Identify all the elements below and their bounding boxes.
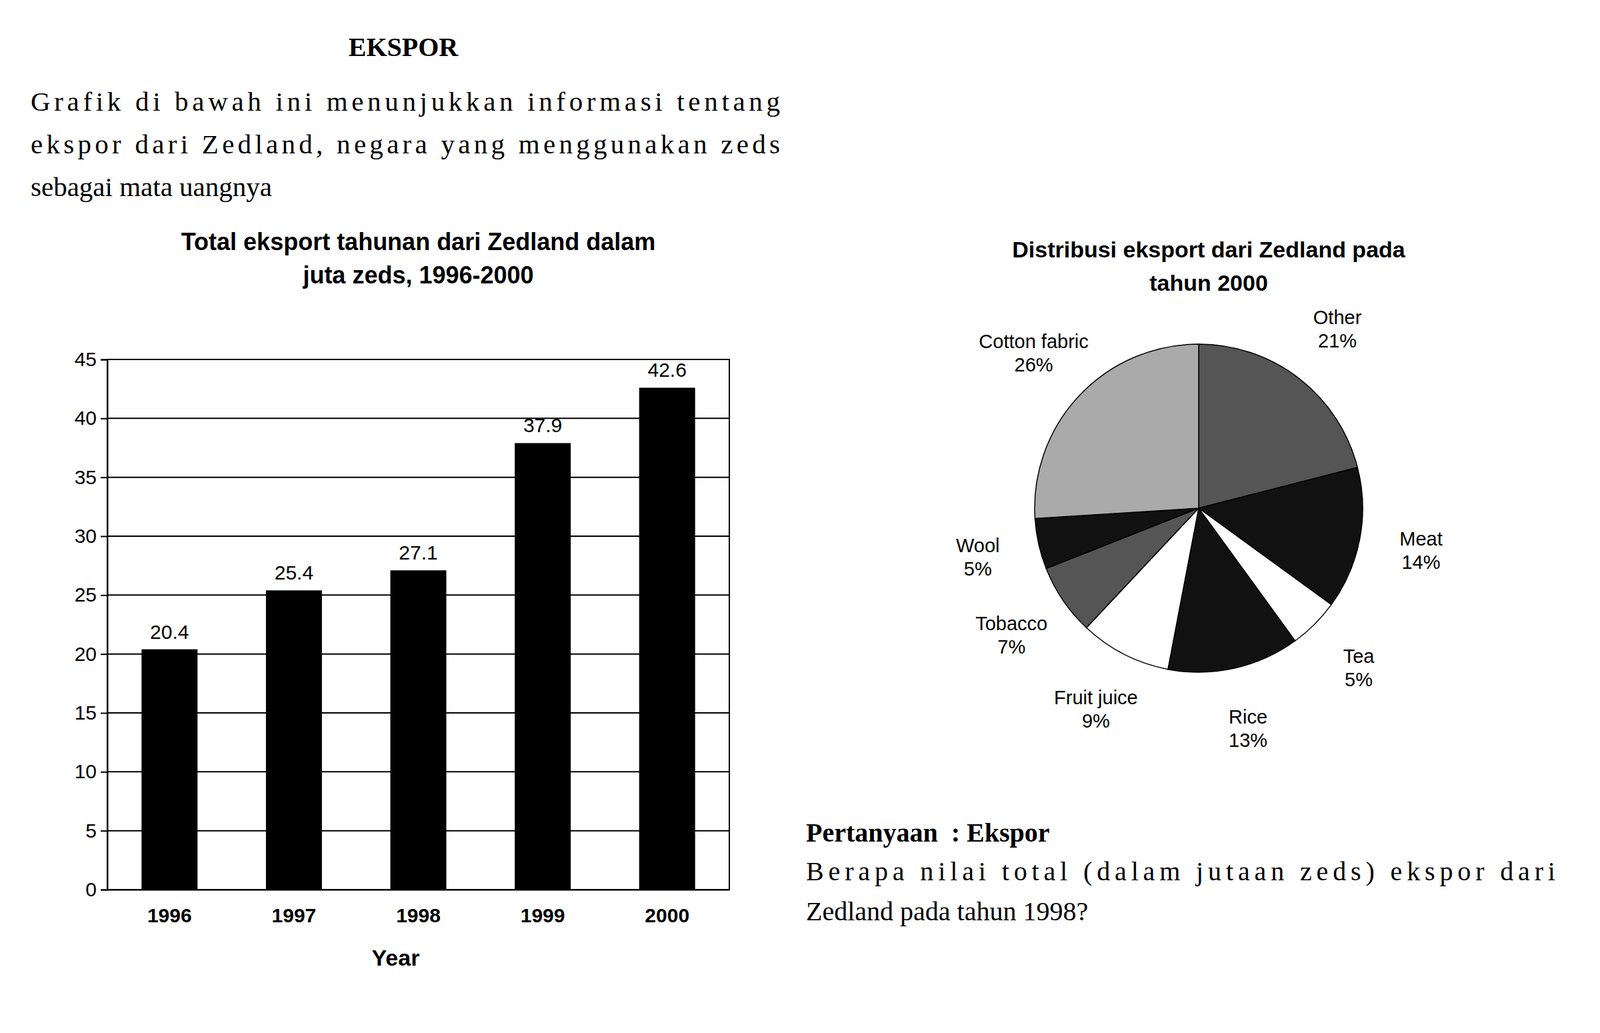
data-label: 25.4 [274,561,314,584]
pie-chart: Distribusi eksport dari Zedland pada tahu… [956,236,1443,751]
y-tick-mark [100,476,108,478]
x-tick-label: 1996 [147,904,192,926]
slice-value: 26% [1014,354,1054,376]
x-axis-title: Year [372,944,420,970]
slices [1034,344,1363,672]
question-line: Berapa nilai total (dalam jutaan zeds) e… [806,856,1556,886]
y-tick: 25 [74,583,108,606]
x-tick: 1998 [396,889,441,926]
bar [639,387,696,890]
x-tick-label: 1997 [272,904,317,926]
slice [1034,344,1199,518]
slice-name: Cotton fabric [978,330,1088,352]
bar [390,570,447,890]
slice-name: Fruit juice [1054,686,1138,708]
data-label: 42.6 [648,358,687,381]
slice-name: Rice [1228,706,1268,728]
intro-line: ekspor dari Zedland, negara yang menggun… [30,128,780,160]
y-tick: 5 [85,819,108,842]
x-axis-line [108,889,730,891]
bar [266,590,322,890]
intro-line: Grafik di bawah ini menunjukkan informas… [30,86,780,117]
y-tick-mark [100,653,108,655]
y-tick-label: 15 [74,701,97,724]
y-tick-label: 35 [74,466,97,488]
question-line: Zedland pada tahun 1998? [806,896,1088,926]
y-axis-line [100,360,108,890]
bars [141,387,695,890]
y-tick-label: 30 [74,524,97,547]
y-tick-mark [100,536,108,538]
slice-labels: Other21%Meat14%Tea5%Rice13%Fruit juice9%… [956,306,1443,752]
y-tick-label: 10 [74,760,97,782]
data-label: 20.4 [150,620,189,643]
x-tick-label: 1999 [520,904,566,926]
chart-title: Distribusi eksport dari Zedland pada [1012,236,1406,262]
slice-name: Tobacco [975,612,1048,634]
bar [141,649,198,890]
x-axis: 1996 1997 1998 1999 2000 [108,889,730,926]
slice-value: 21% [1318,330,1357,352]
y-axis: 0 5 10 15 20 25 30 35 40 45 [74,348,108,900]
y-tick: 40 [74,406,108,429]
y-tick-mark [100,771,108,773]
slice-name: Wool [956,534,1000,556]
x-tick: 2000 [644,889,690,926]
y-tick-mark [100,712,108,714]
slice-value: 7% [997,636,1026,658]
y-tick-mark [100,418,108,420]
y-tick-label: 0 [85,878,97,900]
grid-line [107,417,730,419]
y-tick: 45 [74,348,108,370]
grid-line [107,476,730,478]
y-tick-label: 25 [74,583,97,606]
chart-title: tahun 2000 [1149,270,1268,296]
y-tick-label: 20 [74,642,97,665]
slice-value: 13% [1228,729,1268,751]
slice-value: 5% [964,558,992,580]
bar [514,442,571,890]
y-tick-label: 5 [85,819,97,842]
y-tick: 20 [74,642,108,665]
y-tick-mark [100,889,108,891]
y-tick-label: 40 [74,406,97,429]
slice-value: 5% [1344,668,1373,690]
intro-line: sebagai mata uangnya [30,171,272,202]
chart-title: Total eksport tahunan dari Zedland dalam [181,228,656,256]
y-tick-mark [100,359,108,361]
x-tick: 1997 [272,889,317,926]
x-tick: 1996 [147,889,192,926]
y-tick: 0 [85,878,108,900]
slice-name: Other [1313,306,1362,328]
page: EKSPOR Grafik di bawah ini menunjukkan in… [0,0,1600,1033]
y-tick: 10 [74,760,108,782]
slice-value: 14% [1401,551,1440,573]
y-tick-label: 45 [74,348,97,370]
plot-frame [107,359,730,890]
x-tick-label: 2000 [644,904,690,926]
y-tick: 15 [74,701,108,724]
x-tick-label: 1998 [396,904,441,926]
y-tick-mark [100,830,108,832]
y-tick: 30 [74,524,108,547]
slice-name: Meat [1399,528,1442,550]
data-label: 37.9 [523,414,562,436]
data-label: 27.1 [398,541,438,564]
bar-chart: Total eksport tahunan dari Zedland dalam… [74,228,730,970]
grid [107,359,730,890]
chart-title: juta zeds, 1996-2000 [302,261,534,289]
grid-line [107,535,730,537]
slice-name: Tea [1343,645,1376,667]
page-title: EKSPOR [348,32,460,62]
y-tick: 35 [74,466,108,488]
slice-value: 9% [1082,710,1110,732]
x-tick: 1999 [520,889,566,926]
question-heading: Pertanyaan : Ekspor [806,817,1050,848]
y-tick-mark [100,594,108,596]
